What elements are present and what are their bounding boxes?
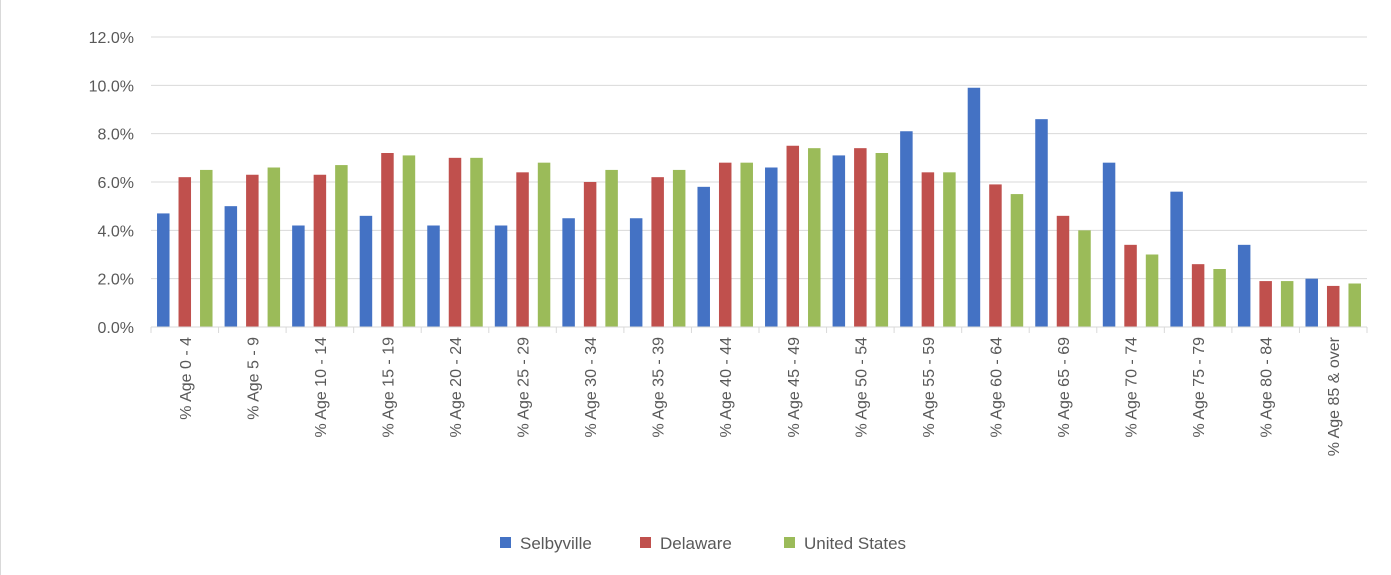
bar-delaware (1326, 285, 1340, 327)
bar-united-states (200, 169, 213, 327)
x-tick-label: % Age 5 - 9 (245, 337, 262, 420)
bar-delaware (786, 145, 800, 327)
bar-delaware (246, 174, 259, 327)
bar-united-states (402, 155, 416, 327)
bar-united-states (335, 165, 348, 327)
legend-label: United States (804, 534, 906, 553)
bar-delaware (448, 157, 462, 327)
x-axis-tick-labels: % Age 0 - 4 % Age 5 - 9 % Age 10 - 14 % Age… (178, 336, 1343, 456)
y-tick-label: 6.0% (98, 175, 134, 192)
bar-delaware (1191, 264, 1205, 327)
y-tick-label: 2.0% (98, 272, 134, 289)
bar-selbyville (224, 206, 238, 327)
bar-delaware (178, 177, 192, 327)
bar-united-states (943, 172, 956, 327)
bar-united-states (1078, 230, 1091, 327)
bar-selbyville (157, 213, 170, 327)
bar-selbyville (765, 167, 778, 327)
bar-delaware (651, 177, 664, 327)
bar-united-states (537, 162, 551, 327)
x-tick-label: % Age 75 - 79 (1191, 337, 1208, 438)
bar-delaware (583, 182, 597, 327)
x-tick-label: % Age 80 - 84 (1259, 337, 1276, 438)
legend-swatch (500, 537, 511, 548)
y-tick-label: 0.0% (98, 320, 134, 337)
x-tick-label: % Age 45 - 49 (786, 337, 803, 438)
bar-united-states (1213, 269, 1226, 327)
bar-united-states (1348, 283, 1361, 327)
gridlines (151, 36, 1367, 280)
legend-label: Selbyville (520, 534, 592, 553)
x-tick-label: % Age 0 - 4 (178, 337, 195, 420)
x-tick-label: % Age 50 - 54 (853, 337, 870, 438)
y-axis-tick-labels: 0.0% 2.0% 4.0% 6.0% 8.0% 10.0% 12.0% (89, 30, 134, 337)
bar-selbyville (427, 225, 440, 327)
bar-selbyville (359, 215, 373, 327)
x-tick-label: % Age 15 - 19 (380, 337, 397, 438)
x-tick-label: % Age 20 - 24 (448, 337, 465, 438)
bar-selbyville (1170, 191, 1183, 327)
x-tick-label: % Age 10 - 14 (313, 337, 330, 438)
legend-swatch (640, 537, 651, 548)
bar-selbyville (832, 155, 846, 327)
bar-united-states (1280, 281, 1294, 327)
bar-selbyville (1102, 162, 1116, 327)
x-tick-label: % Age 25 - 29 (516, 337, 533, 438)
y-tick-label: 10.0% (89, 78, 134, 95)
bar-delaware (313, 174, 327, 327)
bar-united-states (470, 157, 483, 327)
bar-united-states (1010, 194, 1024, 327)
y-tick-label: 8.0% (98, 127, 134, 144)
y-tick-label: 12.0% (89, 30, 134, 47)
legend-swatch (784, 537, 795, 548)
x-axis (150, 326, 1368, 333)
bar-delaware (381, 153, 394, 327)
bar-delaware (516, 172, 529, 327)
x-tick-label: % Age 40 - 44 (718, 337, 735, 438)
bar-delaware (718, 162, 732, 327)
x-tick-label: % Age 60 - 64 (988, 337, 1005, 438)
bar-selbyville (1035, 119, 1048, 328)
bar-selbyville (1305, 278, 1318, 327)
y-tick-label: 4.0% (98, 223, 134, 240)
x-tick-label: % Age 70 - 74 (1124, 337, 1141, 438)
bar-selbyville (494, 225, 508, 327)
x-tick-label: % Age 85 & over (1326, 336, 1343, 456)
bar-delaware (921, 172, 935, 327)
x-tick-label: % Age 65 - 69 (1056, 337, 1073, 438)
bar-united-states (1145, 254, 1159, 327)
bar-united-states (267, 167, 281, 327)
bar-delaware (1259, 281, 1272, 327)
bar-delaware (989, 184, 1002, 327)
bar-united-states (605, 169, 618, 327)
x-tick-label: % Age 35 - 39 (651, 337, 668, 438)
legend: Selbyville Delaware United States (500, 534, 906, 553)
bar-united-states (808, 148, 821, 327)
bar-delaware (1124, 244, 1137, 327)
bar-selbyville (967, 87, 981, 327)
bar-delaware (1056, 215, 1070, 327)
bar-selbyville (292, 225, 305, 327)
bars (157, 87, 1361, 328)
legend-label: Delaware (660, 534, 732, 553)
x-tick-label: % Age 30 - 34 (583, 337, 600, 438)
bar-delaware (854, 148, 867, 327)
bar-selbyville (900, 131, 913, 327)
x-tick-label: % Age 55 - 59 (921, 337, 938, 438)
bar-united-states (875, 153, 889, 327)
bar-united-states (740, 162, 753, 327)
bar-united-states (672, 169, 686, 327)
bar-selbyville (562, 218, 575, 327)
bar-selbyville (1237, 244, 1251, 327)
bar-selbyville (629, 218, 643, 327)
bar-selbyville (697, 186, 710, 327)
